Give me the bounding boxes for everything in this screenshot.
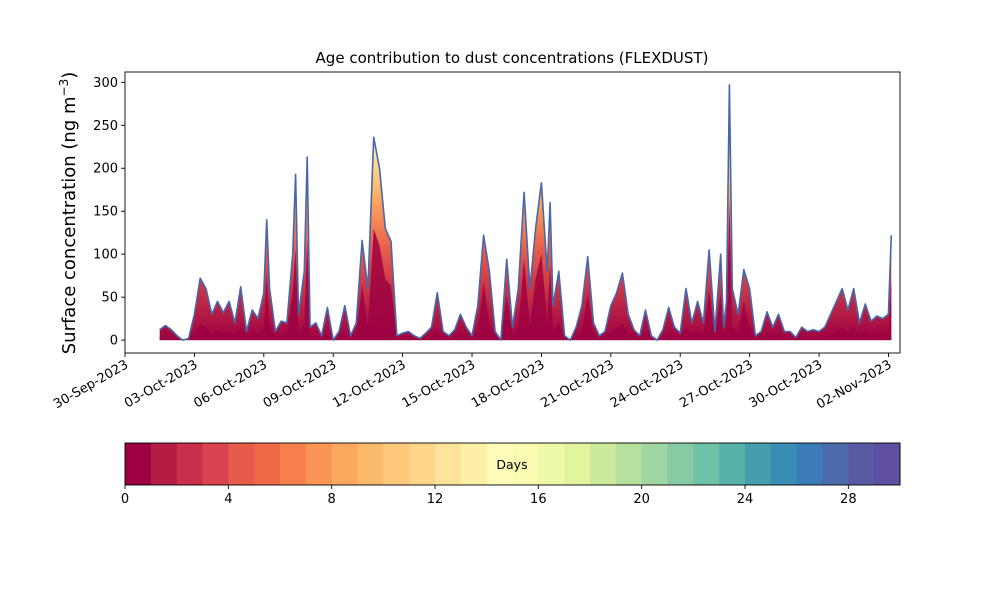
- colorbar-tick-label: 8: [328, 492, 336, 507]
- colorbar-swatch: [693, 443, 720, 485]
- colorbar-swatch: [719, 443, 746, 485]
- colorbar-swatch: [202, 443, 229, 485]
- colorbar-swatch: [357, 443, 384, 485]
- colorbar-tick-label: 16: [530, 492, 547, 507]
- colorbar-label: Days: [496, 457, 527, 472]
- colorbar: Days 0 4 8 12 16 20 24 28: [121, 442, 901, 507]
- y-tick-label: 300: [93, 76, 118, 91]
- colorbar-swatch: [538, 443, 565, 485]
- colorbar-swatch: [228, 443, 255, 485]
- colorbar-tick-label: 24: [737, 492, 754, 507]
- x-tick-label: 30-Oct-2023: [747, 357, 825, 411]
- x-tick-label: 15-Oct-2023: [400, 357, 478, 411]
- y-tick-label: 250: [93, 119, 118, 134]
- colorbar-swatch: [331, 443, 358, 485]
- colorbar-frame: [124, 442, 901, 486]
- y-axis-label: Surface concentration (ng m−3): [57, 72, 80, 355]
- colorbar-swatch: [641, 443, 668, 485]
- colorbar-swatch: [409, 443, 436, 485]
- x-tick-label: 30-Sep-2023: [51, 357, 131, 412]
- colorbar-swatch: [383, 443, 410, 485]
- plot-area: 0 50 100 150 200 250 300 30-Sep-202303-Oct-2023…: [51, 71, 901, 412]
- colorbar-swatch: [848, 443, 875, 485]
- colorbar-tick-label: 20: [633, 492, 650, 507]
- age-stack-area: [159, 84, 892, 341]
- x-tick-label: 06-Oct-2023: [191, 357, 269, 411]
- x-tick-label: 18-Oct-2023: [469, 357, 547, 411]
- colorbar-tick-label: 0: [121, 492, 129, 507]
- colorbar-swatch: [176, 443, 203, 485]
- colorbar-tick-label: 4: [224, 492, 232, 507]
- colorbar-swatch: [770, 443, 798, 485]
- y-tick-label: 0: [110, 334, 118, 349]
- colorbar-swatch: [254, 443, 281, 485]
- x-tick-label: 03-Oct-2023: [122, 357, 200, 411]
- colorbar-swatch: [512, 443, 539, 485]
- colorbar-swatch: [615, 443, 643, 485]
- y-tick-label: 200: [93, 162, 118, 177]
- colorbar-swatch: [125, 443, 152, 485]
- total-concentration-line: [159, 84, 893, 341]
- x-tick-label: 02-Nov-2023: [814, 357, 894, 412]
- colorbar-swatch: [745, 443, 772, 485]
- colorbar-swatch: [667, 443, 694, 485]
- colorbar-swatch: [590, 443, 617, 485]
- colorbar-swatch: [305, 443, 333, 485]
- colorbar-swatch: [822, 443, 849, 485]
- x-tick-label: 09-Oct-2023: [261, 357, 339, 411]
- colorbar-tick-label: 28: [840, 492, 857, 507]
- y-tick-label: 100: [93, 248, 118, 263]
- colorbar-swatch: [564, 443, 591, 485]
- colorbar-swatch: [796, 443, 823, 485]
- colorbar-swatch: [460, 443, 488, 485]
- x-tick-label: 12-Oct-2023: [330, 357, 408, 411]
- stack-layers: [159, 84, 893, 341]
- colorbar-swatch: [874, 443, 901, 485]
- colorbar-tick-label: 12: [427, 492, 444, 507]
- x-tick-label: 27-Oct-2023: [677, 357, 755, 411]
- fresh-age-area: [159, 199, 892, 341]
- colorbar-swatch: [435, 443, 462, 485]
- x-tick-label: 24-Oct-2023: [608, 357, 686, 411]
- chart-title: Age contribution to dust concentrations …: [316, 49, 709, 67]
- colorbar-swatch: [486, 443, 513, 485]
- colorbar-swatch: [280, 443, 307, 485]
- colorbar-swatch: [150, 443, 178, 485]
- y-tick-label: 50: [101, 291, 118, 306]
- y-tick-label: 150: [93, 205, 118, 220]
- x-tick-label: 21-Oct-2023: [538, 357, 616, 411]
- plot-frame: [124, 71, 901, 354]
